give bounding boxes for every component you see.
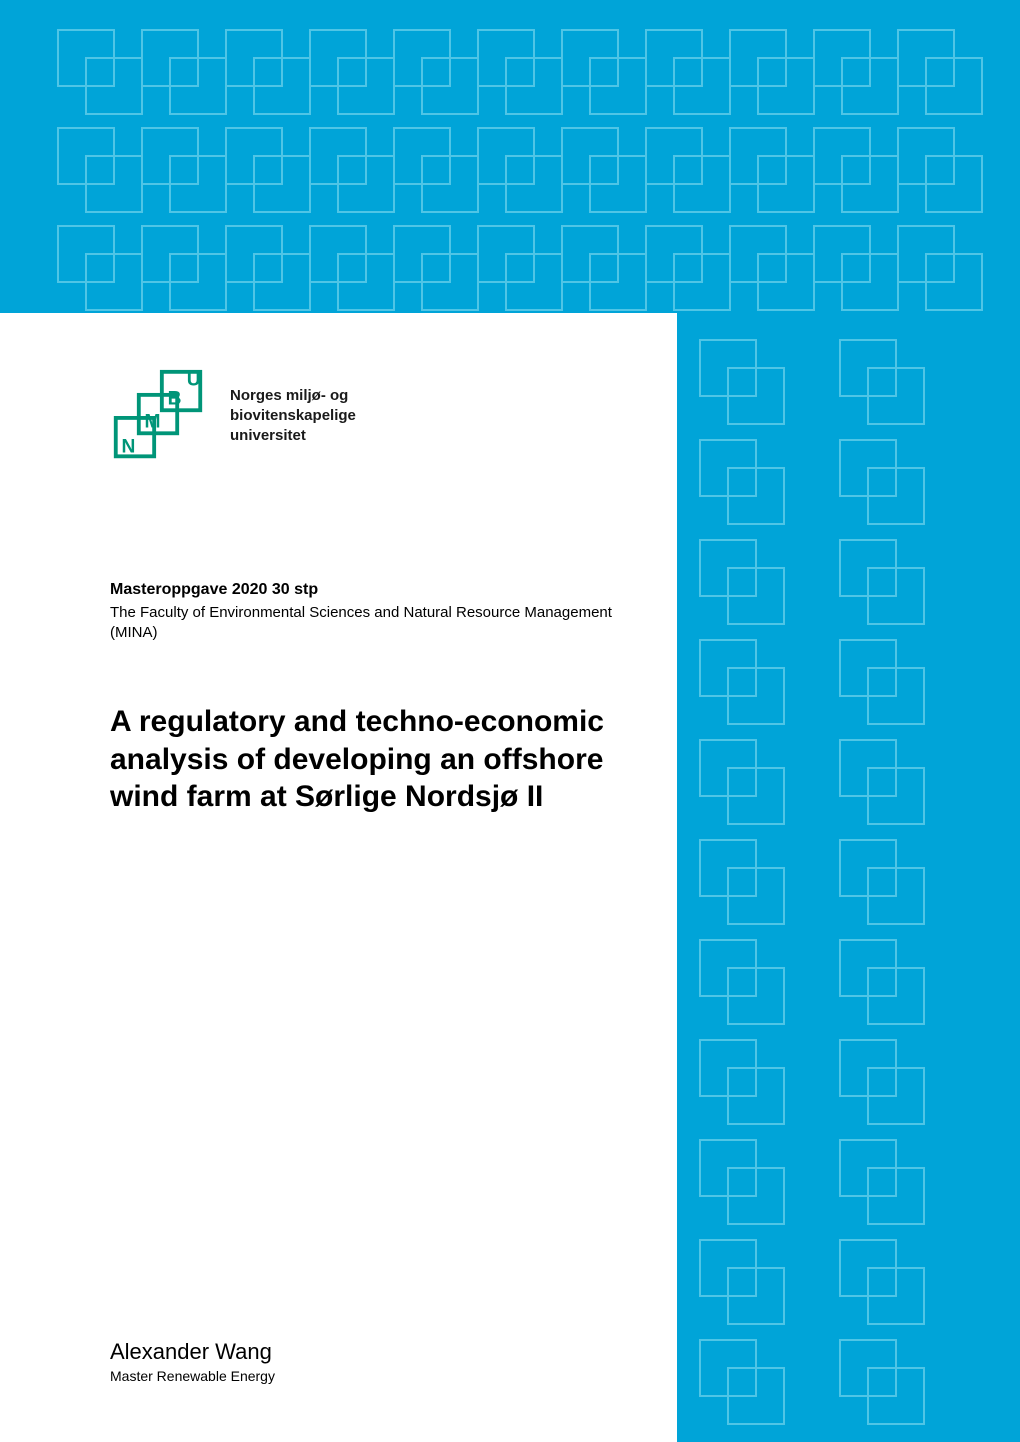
- thesis-type-credits: Masteroppgave 2020 30 stp: [110, 581, 630, 599]
- thesis-title-block: A regulatory and techno-economic analysi…: [110, 703, 650, 816]
- content-panel: N M B U Norges miljø- og biovitenskapeli…: [0, 313, 677, 1442]
- author-name: Alexander Wang: [110, 1339, 275, 1365]
- university-name-line: biovitenskapelige: [230, 406, 356, 426]
- nmbu-logo-icon: N M B U: [110, 368, 206, 464]
- author-block: Alexander Wang Master Renewable Energy: [110, 1339, 275, 1384]
- university-name: Norges miljø- og biovitenskapelige unive…: [230, 386, 356, 447]
- thesis-metadata: Masteroppgave 2020 30 stp The Faculty of…: [110, 581, 630, 644]
- faculty-name: The Faculty of Environmental Sciences an…: [110, 603, 630, 644]
- svg-text:M: M: [145, 412, 161, 433]
- svg-text:B: B: [168, 388, 182, 409]
- svg-text:U: U: [187, 369, 201, 390]
- thesis-title: A regulatory and techno-economic analysi…: [110, 703, 650, 816]
- university-logo: N M B U Norges miljø- og biovitenskapeli…: [110, 368, 356, 464]
- university-name-line: Norges miljø- og: [230, 386, 356, 406]
- university-name-line: universitet: [230, 426, 356, 446]
- svg-text:N: N: [122, 436, 136, 457]
- author-program: Master Renewable Energy: [110, 1368, 275, 1384]
